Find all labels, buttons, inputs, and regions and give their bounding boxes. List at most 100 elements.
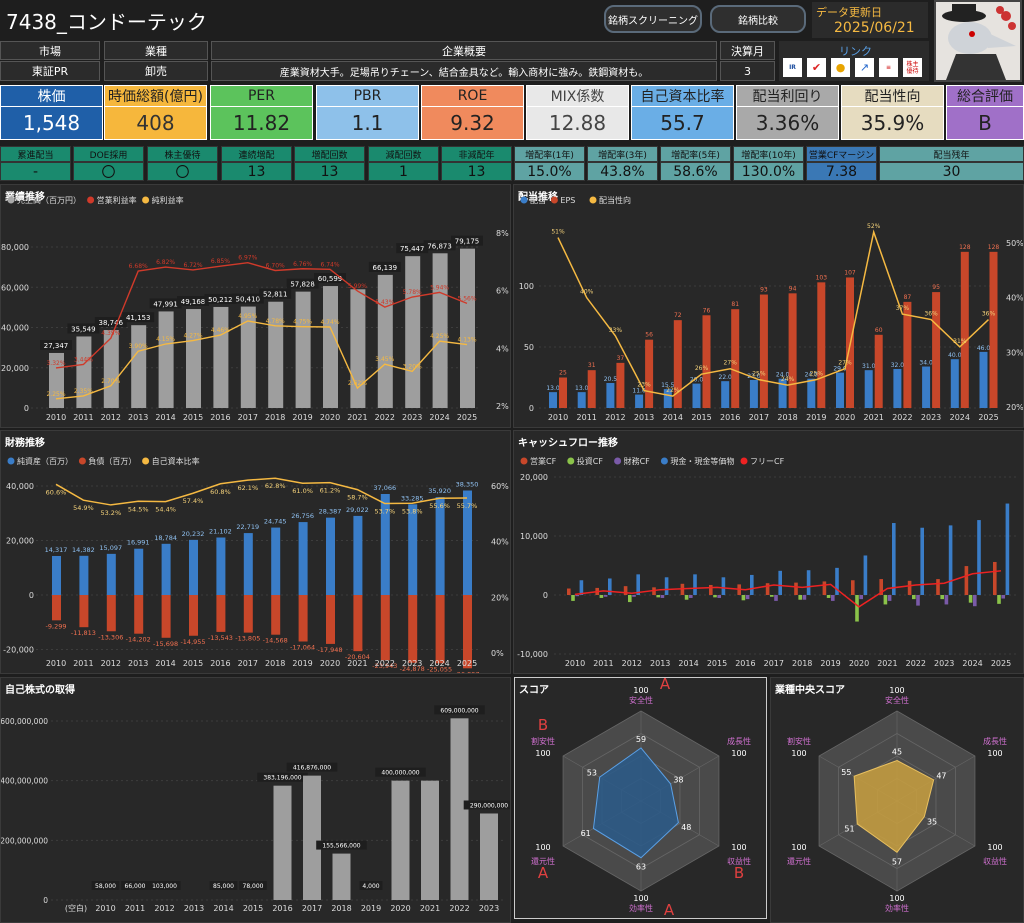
stat-label: 増配率(1年) (514, 146, 585, 162)
stat-value: 15.0% (514, 162, 585, 181)
dividend-data-label: 34.0 (919, 360, 933, 367)
sales-bar (350, 289, 366, 408)
net-assets-bar (380, 493, 390, 595)
nikkei-link-icon[interactable]: ≡ (879, 58, 898, 77)
financing-cf-bar (689, 595, 693, 598)
dividend-bar (635, 394, 644, 408)
sales-bar (295, 291, 311, 408)
irbank-link-icon[interactable]: IR (783, 58, 802, 77)
investing-cf-bar (741, 595, 746, 601)
cash-bar (1005, 503, 1010, 595)
y-tick-label: 0 (529, 404, 534, 413)
legend-label: 現金・現金等価物 (670, 456, 734, 466)
radar-area (592, 747, 679, 859)
financing-cf-bar (916, 595, 920, 606)
buyback-data-label: 609,000,000 (440, 707, 478, 714)
liabilities-label: -13,805 (235, 635, 260, 643)
stock-compare-button[interactable]: 銘柄比較 (710, 5, 806, 33)
equity-ratio-label: 60.6% (46, 488, 67, 496)
x-tick-label: 2015 (183, 659, 203, 668)
financing-cf-bar (774, 595, 778, 601)
liabilities-label: -15,698 (153, 640, 178, 648)
cash-bar (579, 580, 584, 595)
net-assets-bar (271, 527, 281, 595)
data-label-bg (149, 298, 182, 309)
data-label-bg (209, 881, 238, 890)
metric-value: 9.32 (421, 107, 524, 140)
x-tick-label: 2022 (892, 413, 912, 422)
net-assets-bar (161, 543, 171, 595)
data-label-bg (359, 881, 383, 890)
cash-bar (721, 577, 726, 595)
eps-data-label: 93 (760, 287, 768, 294)
market-label: 市場 (0, 41, 100, 60)
radar-max-label: 100 (731, 843, 746, 852)
legend-marker (550, 196, 558, 204)
x-tick-label: 2023 (479, 904, 499, 913)
y-tick-label: 40,000 (1, 324, 29, 333)
y2-tick-label: 20% (1006, 403, 1023, 412)
operating-cf-bar (623, 586, 628, 595)
metric-label: 総合評価 (946, 85, 1024, 107)
x-tick-label: 2019 (361, 904, 381, 913)
x-tick-label: 2014 (155, 659, 175, 668)
liabilities-bar (298, 595, 308, 642)
net-assets-bar (134, 548, 144, 595)
x-tick-label: 2022 (375, 659, 395, 668)
equity-ratio-label: 54.5% (128, 505, 149, 513)
stat-label: 累進配当 (0, 146, 71, 162)
buyback-chart: 0 200,000,000 400,000,000 600,000,000 58,000… (1, 705, 510, 913)
legend-marker (7, 196, 15, 204)
stat-value: 58.6% (660, 162, 731, 181)
financing-cf-bar (603, 595, 608, 597)
radar-grade: A (538, 864, 549, 882)
y2-tick-label: 40% (1006, 294, 1023, 303)
x-tick-label: 2018 (331, 904, 351, 913)
update-date: 2025/06/21 (834, 20, 915, 36)
radar-grade: A (664, 901, 675, 918)
avatar-illustration (936, 2, 1020, 80)
kabutan-link-icon[interactable]: ✔ (807, 58, 826, 77)
yutai-link-icon[interactable]: 株主 優待 (903, 58, 922, 77)
stat-value: - (0, 162, 71, 181)
x-tick-label: 2012 (101, 659, 121, 668)
operating-cf-bar (964, 566, 969, 595)
data-label-bg (94, 317, 127, 328)
data-label-bg (396, 243, 429, 254)
stat-label: 減配回数 (368, 146, 439, 162)
stat-value: 30 (879, 162, 1024, 181)
radar-max-label: 100 (791, 843, 806, 852)
net-assets-label: 33,285 (401, 494, 424, 502)
payout-data-label: 22% (666, 387, 680, 394)
buyback-data-label: 383,196,000 (263, 775, 301, 782)
stock-screening-button[interactable]: 銘柄スクリーニング (604, 5, 702, 33)
x-tick-label: 2014 (155, 413, 175, 422)
performance-panel: 業績推移 売上高（百万円） 営業利益率 純利益率 0 20,000 40,000 60,00… (0, 184, 511, 428)
y-tick-label: 60,000 (1, 283, 29, 292)
dividend-data-label: 31.0 (862, 363, 876, 370)
financing-cf-bar (745, 595, 750, 600)
data-label-bg (177, 296, 209, 307)
minkabu-link-icon[interactable]: ● (831, 58, 850, 77)
liabilities-bar (271, 595, 281, 635)
investing-cf-bar (912, 595, 916, 600)
payout-data-label: 27% (838, 360, 852, 367)
eps-data-label: 95 (932, 284, 940, 291)
radar-grade: B (538, 716, 548, 734)
cash-bar (778, 570, 782, 595)
y2-tick-label: 0% (491, 649, 504, 658)
legend-label: 純利益率 (152, 195, 184, 205)
links-box: リンク IR ✔ ● ↗ ≡ 株主 優待 (779, 41, 929, 81)
update-box: データ更新日 2025/06/21 (812, 2, 928, 38)
buyback-data-label: 85,000 (213, 883, 234, 890)
net-assets-label: 18,784 (154, 534, 177, 542)
metric-label: ROE (421, 85, 524, 107)
equity-ratio-label: 61.0% (292, 487, 313, 495)
buyback-data-label: 416,876,000 (293, 765, 331, 772)
chart-link-icon[interactable]: ↗ (855, 58, 874, 77)
cashflow-panel: キャッシュフロー推移 営業CF 投資CF 財務CF 現金・現金等価物 フリーCF -10,… (513, 430, 1024, 674)
dividend-data-label: 24.0 (776, 372, 790, 379)
equity-ratio-label: 58.7% (347, 494, 368, 502)
net-assets-bar (216, 537, 226, 595)
radar-axis-label: 割安性 (531, 736, 555, 746)
